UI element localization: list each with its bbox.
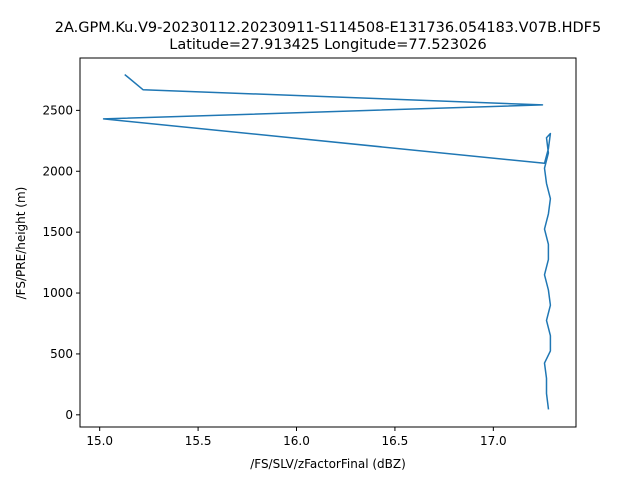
y-axis-label: /FS/PRE/height (m): [14, 187, 28, 300]
chart-subtitle: Latitude=27.913425 Longitude=77.523026: [169, 37, 487, 53]
y-tick-label: 2000: [42, 164, 73, 178]
x-tick-label: 17.0: [480, 434, 507, 448]
y-tick-label: 1000: [42, 286, 73, 300]
y-tick-label: 1500: [42, 225, 73, 239]
x-tick-label: 15.0: [86, 434, 113, 448]
y-tick-label: 500: [50, 347, 73, 361]
axes-frame: [79, 57, 577, 428]
x-axis-label: /FS/SLV/zFactorFinal (dBZ): [250, 457, 406, 471]
y-axis-ticks: 0 500 1000 1500 2000 2500: [42, 103, 80, 422]
x-tick-label: 16.5: [382, 434, 409, 448]
y-tick-label: 0: [65, 408, 73, 422]
x-axis-ticks: 15.0 15.5 16.0 16.5 17.0: [86, 427, 507, 448]
x-tick-label: 16.0: [283, 434, 310, 448]
y-tick-label: 2500: [42, 103, 73, 117]
series-layer: [102, 73, 552, 410]
chart-title: 2A.GPM.Ku.V9-20230112.20230911-S114508-E…: [55, 20, 601, 36]
series-line: [102, 73, 552, 410]
plot-area: [79, 57, 577, 428]
x-tick-label: 15.5: [185, 434, 212, 448]
